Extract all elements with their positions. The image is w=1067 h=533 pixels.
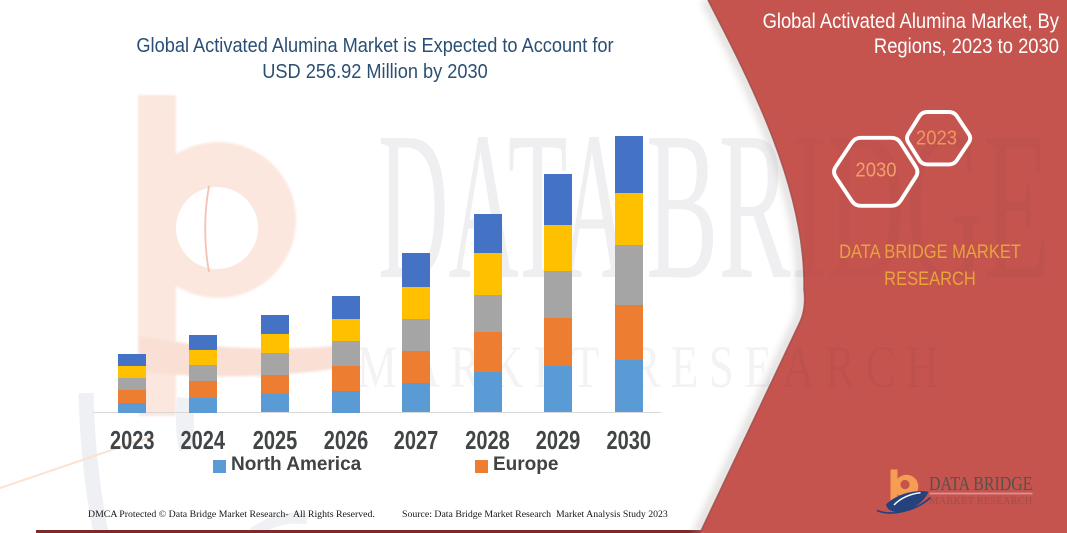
svg-text:MARKET RESEARCH: MARKET RESEARCH — [929, 496, 1033, 507]
svg-text:DATA BRIDGE: DATA BRIDGE — [929, 473, 1033, 495]
